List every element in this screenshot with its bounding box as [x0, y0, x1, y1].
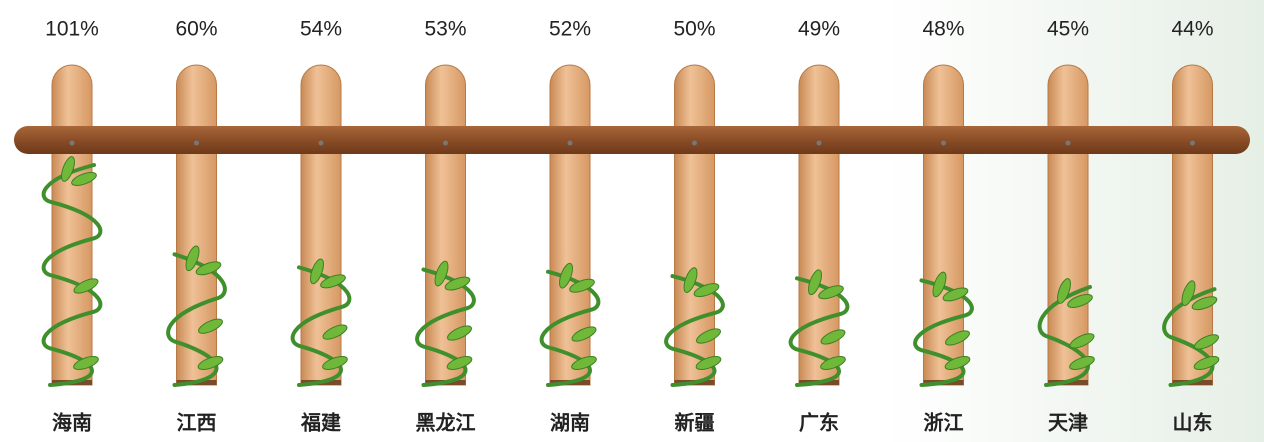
vine	[290, 265, 352, 387]
nail	[567, 140, 573, 146]
nail	[941, 140, 946, 146]
nail	[692, 140, 697, 146]
leaf	[569, 278, 595, 293]
vine	[913, 278, 974, 387]
vine	[415, 267, 476, 387]
leaf	[444, 276, 471, 291]
category-label: 江西	[177, 411, 217, 435]
leaf	[322, 324, 348, 340]
value-label: 48%	[922, 18, 964, 41]
value-label: 44%	[1171, 18, 1213, 41]
leaf	[447, 325, 472, 341]
category-label: 福建	[300, 411, 341, 435]
post	[51, 64, 93, 386]
leaf	[1191, 296, 1218, 311]
category-label: 浙江	[924, 411, 964, 435]
leaf	[932, 271, 947, 298]
leaf	[571, 326, 597, 342]
vine	[664, 274, 725, 387]
leaf	[1057, 278, 1071, 304]
leaf	[73, 278, 99, 294]
leaf	[820, 329, 846, 345]
leaf	[818, 285, 844, 300]
leaf	[559, 262, 573, 289]
category-label: 天津	[1048, 411, 1088, 435]
leaf	[61, 156, 75, 182]
rail	[14, 126, 1250, 154]
category-label: 湖南	[550, 411, 590, 435]
leaf	[808, 269, 822, 296]
nail	[443, 140, 448, 146]
leaf	[693, 283, 720, 298]
leaf	[695, 356, 722, 370]
leaf	[197, 356, 224, 370]
vine	[41, 163, 103, 387]
value-label: 54%	[300, 18, 342, 41]
nail	[194, 140, 199, 146]
leaf	[683, 267, 698, 293]
leaf	[942, 287, 969, 302]
leaf	[322, 356, 348, 370]
nail	[69, 140, 75, 146]
nail	[816, 140, 822, 146]
vine	[1037, 284, 1092, 387]
value-label: 49%	[798, 18, 840, 41]
leaf	[945, 330, 970, 346]
value-label: 60%	[175, 18, 217, 41]
category-label: 海南	[52, 411, 92, 435]
leaf	[434, 260, 449, 287]
leaf	[696, 328, 721, 344]
nail	[318, 140, 324, 146]
leaf	[1067, 294, 1093, 308]
leaf	[71, 172, 97, 186]
category-label: 黑龙江	[416, 411, 476, 435]
leaf	[1069, 356, 1095, 370]
leaf	[446, 356, 473, 370]
nail	[1065, 140, 1071, 146]
vine	[1162, 287, 1217, 387]
category-label: 新疆	[675, 411, 715, 435]
leaf	[73, 356, 99, 370]
leaf	[820, 356, 846, 370]
vine	[166, 252, 227, 387]
value-label: 101%	[45, 18, 99, 41]
marks: 101% 海南 60% 江西 54% 福建 53% 黑龙江 52% 湖南 50% 新疆 49% 广东 48%…	[41, 18, 1220, 435]
category-label: 广东	[799, 411, 839, 435]
post	[176, 64, 217, 386]
leaf	[185, 245, 200, 272]
value-label: 50%	[673, 18, 715, 41]
category-label: 山东	[1173, 411, 1213, 435]
leaf	[310, 258, 324, 285]
leaf	[320, 274, 346, 289]
leaf	[944, 356, 971, 370]
leaf	[195, 261, 222, 276]
leaf	[1181, 280, 1196, 306]
vine	[788, 276, 850, 387]
leaf	[198, 318, 223, 334]
leaf	[571, 356, 597, 370]
vine	[539, 269, 601, 387]
value-label: 45%	[1047, 18, 1089, 41]
value-label: 52%	[549, 18, 591, 41]
leaf	[1194, 334, 1219, 350]
nail	[1190, 140, 1195, 146]
leaf	[1069, 333, 1095, 349]
value-label: 53%	[424, 18, 466, 41]
leaf	[1193, 356, 1220, 370]
